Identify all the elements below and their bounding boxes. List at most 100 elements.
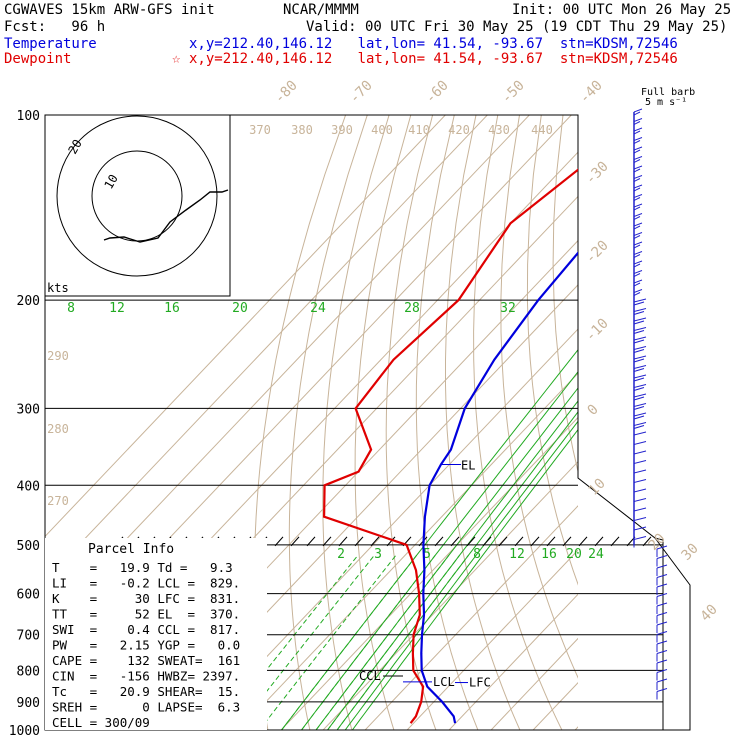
wind-barb-flag bbox=[656, 574, 668, 578]
freezing-hatch bbox=[546, 536, 556, 547]
hodograph: 20 10 kts bbox=[44, 114, 231, 297]
wind-barb-flag bbox=[633, 536, 647, 540]
wind-barb-flag bbox=[633, 130, 641, 135]
wind-barb-flag bbox=[656, 555, 668, 559]
wind-barb-flag bbox=[633, 232, 643, 236]
isotherm-label: -20 bbox=[583, 238, 612, 267]
theta-label: 400 bbox=[371, 123, 393, 137]
mixing-ratio-label: 16 bbox=[541, 547, 557, 562]
wind-barb-flag bbox=[633, 415, 645, 420]
dewpoint-coords: x,y=212.40,146.12 lat,lon= 41.54, -93.67… bbox=[189, 51, 678, 67]
pressure-label: 400 bbox=[17, 479, 40, 494]
dry-adiabat-line bbox=[473, 115, 563, 730]
dry-adiabats bbox=[253, 115, 740, 740]
temperature-label: Temperature bbox=[4, 36, 97, 52]
wind-barb-flag bbox=[633, 311, 645, 315]
wind-barb-flag bbox=[633, 289, 643, 293]
dry-adiabat-line bbox=[715, 115, 740, 740]
wind-barb-flag bbox=[633, 222, 643, 227]
isotherm-line bbox=[490, 637, 578, 730]
parcel-row: SWI = 0.4 CCL = 817. bbox=[52, 622, 240, 637]
wind-barb-flag bbox=[633, 387, 645, 391]
wind-barb-flag bbox=[633, 156, 643, 160]
mixing-ratio-lines bbox=[218, 349, 578, 730]
wind-barb-flag bbox=[633, 469, 647, 474]
wind-barb-flag bbox=[656, 688, 668, 692]
wind-barb-flag bbox=[633, 244, 641, 249]
wind-barb-flag bbox=[633, 279, 643, 284]
wind-barb-flag bbox=[633, 384, 647, 388]
wind-barb-flag bbox=[633, 460, 647, 464]
wind-barb-flag bbox=[633, 374, 647, 379]
hodograph-unit-label: kts bbox=[47, 281, 69, 295]
wind-barb-flag bbox=[656, 583, 668, 588]
center-title: NCAR/MMMM bbox=[283, 2, 359, 18]
init-time: Init: 00 UTC Mon 26 May 25 bbox=[512, 2, 732, 18]
lcl-label: LCL bbox=[433, 675, 455, 689]
wind-barb-flag bbox=[633, 140, 641, 144]
wind-barb-flag bbox=[656, 602, 668, 607]
wind-barb-flag bbox=[633, 241, 643, 246]
wind-barb-flag bbox=[656, 545, 668, 550]
dry-adiabat-line bbox=[577, 211, 578, 257]
isotherm-line bbox=[45, 115, 489, 582]
parcel-row: Tc = 20.9 SHEAR= 15. bbox=[52, 684, 240, 699]
freezing-hatch bbox=[610, 536, 620, 547]
wind-barb-flag bbox=[633, 317, 647, 322]
isotherm-line bbox=[532, 682, 578, 730]
isotherm-line bbox=[45, 115, 531, 626]
wind-barb-flag bbox=[633, 368, 645, 372]
wind-barb-flag bbox=[633, 197, 641, 201]
isotherm-label: 30 bbox=[679, 541, 702, 564]
wind-barb-flag bbox=[633, 203, 643, 208]
theta-label: 430 bbox=[488, 123, 510, 137]
wind-barb-flag bbox=[633, 358, 645, 363]
wind-barb-flag bbox=[633, 273, 641, 277]
wind-barb-flag bbox=[633, 194, 643, 198]
pressure-label: 700 bbox=[17, 629, 40, 644]
isotherm-label: -30 bbox=[583, 159, 612, 188]
dry-adiabat-line bbox=[385, 115, 437, 730]
wind-barb-flag bbox=[633, 298, 647, 303]
pressure-label: 1000 bbox=[9, 724, 40, 739]
ccl-label: CCL bbox=[359, 669, 381, 683]
mixing-ratio-label: 20 bbox=[232, 301, 248, 316]
isotherm-label: 40 bbox=[698, 602, 721, 625]
dry-adiabat-line bbox=[253, 115, 347, 730]
pressure-label: 600 bbox=[17, 588, 40, 603]
wind-barb-flag bbox=[656, 678, 668, 683]
dry-adiabat-line bbox=[415, 115, 479, 730]
pressure-label: 100 bbox=[17, 109, 40, 124]
dry-adiabat-line bbox=[288, 115, 368, 730]
parcel-row: CIN = -156 HWBZ= 2397. bbox=[52, 669, 240, 684]
lfc-label: LFC bbox=[469, 676, 491, 690]
isotherm-label: 0 bbox=[585, 402, 602, 419]
wind-barb-flag bbox=[633, 393, 647, 398]
parcel-row: PW = 2.15 YGP = 0.0 bbox=[52, 638, 240, 653]
wind-barb-flag bbox=[633, 146, 643, 151]
wind-barb-flag bbox=[633, 213, 643, 217]
dry-adiabat-line bbox=[354, 115, 412, 730]
wind-barb-flag bbox=[633, 327, 647, 331]
parcel-row: CAPE = 132 SWEAT= 161 bbox=[52, 653, 240, 668]
isotherm-line bbox=[280, 416, 578, 730]
wind-barb-flag bbox=[633, 121, 641, 125]
theta-label: 410 bbox=[408, 123, 430, 137]
wind-barb-flag bbox=[656, 612, 668, 616]
temperature-coords: x,y=212.40,146.12 lat,lon= 41.54, -93.67… bbox=[189, 36, 678, 52]
wind-barb-flag bbox=[633, 308, 647, 312]
wind-barb-flag bbox=[633, 377, 645, 382]
dry-adiabat-line bbox=[526, 115, 578, 586]
mixing-ratio-line bbox=[344, 420, 578, 730]
parcel-title: Parcel Info bbox=[88, 542, 174, 557]
wind-barb-flag bbox=[633, 118, 643, 122]
parcel-row: CELL = 300/09 bbox=[52, 715, 150, 730]
wind-barb-flag bbox=[633, 412, 647, 417]
parcel-row: T = 19.9 Td = 9.3 bbox=[52, 560, 233, 575]
mixing-ratio-line bbox=[315, 387, 578, 730]
theta-label: 270 bbox=[47, 494, 69, 508]
pressure-label: 200 bbox=[17, 294, 40, 309]
theta-label: 380 bbox=[291, 123, 313, 137]
mixing-ratio-label: 32 bbox=[500, 301, 516, 316]
wind-barb-flag bbox=[633, 108, 643, 113]
